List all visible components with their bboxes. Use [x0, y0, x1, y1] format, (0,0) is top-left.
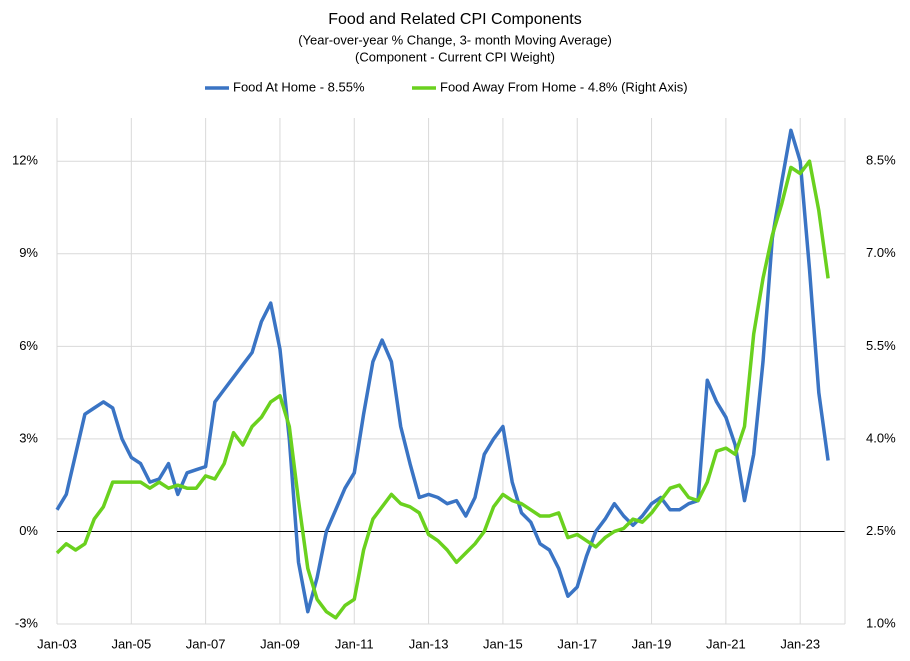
y-tick-label: 6%	[19, 338, 38, 353]
y-tick-label: 3%	[19, 430, 38, 445]
x-tick-label: Jan-05	[111, 636, 151, 651]
x-tick-label: Jan-07	[186, 636, 226, 651]
x-tick-label: Jan-15	[483, 636, 523, 651]
y2-tick-label: 8.5%	[866, 153, 896, 168]
x-tick-label: Jan-13	[409, 636, 449, 651]
y2-tick-label: 7.0%	[866, 245, 896, 260]
x-tick-label: Jan-19	[632, 636, 672, 651]
x-tick-label: Jan-09	[260, 636, 300, 651]
y2-tick-label: 4.0%	[866, 430, 896, 445]
x-tick-label: Jan-11	[335, 636, 374, 651]
x-tick-label: Jan-17	[557, 636, 597, 651]
chart-title: Food and Related CPI Components	[328, 11, 581, 28]
y-tick-label: 9%	[19, 245, 38, 260]
chart-subtitle: (Year-over-year % Change, 3- month Movin…	[298, 32, 612, 47]
y-tick-label: 0%	[19, 523, 38, 538]
x-tick-label: Jan-03	[37, 636, 77, 651]
series-line	[55, 128, 830, 614]
chart-subtitle: (Component - Current CPI Weight)	[355, 49, 555, 64]
y-tick-label: -3%	[15, 615, 39, 630]
y2-tick-label: 1.0%	[866, 615, 896, 630]
y-tick-label: 12%	[12, 153, 38, 168]
y2-tick-label: 2.5%	[866, 523, 896, 538]
legend-label: Food At Home - 8.55%	[233, 79, 365, 94]
x-tick-label: Jan-21	[706, 636, 746, 651]
series-line	[55, 159, 830, 620]
y2-tick-label: 5.5%	[866, 338, 896, 353]
legend-label: Food Away From Home - 4.8% (Right Axis)	[440, 79, 688, 94]
x-tick-label: Jan-23	[780, 636, 820, 651]
